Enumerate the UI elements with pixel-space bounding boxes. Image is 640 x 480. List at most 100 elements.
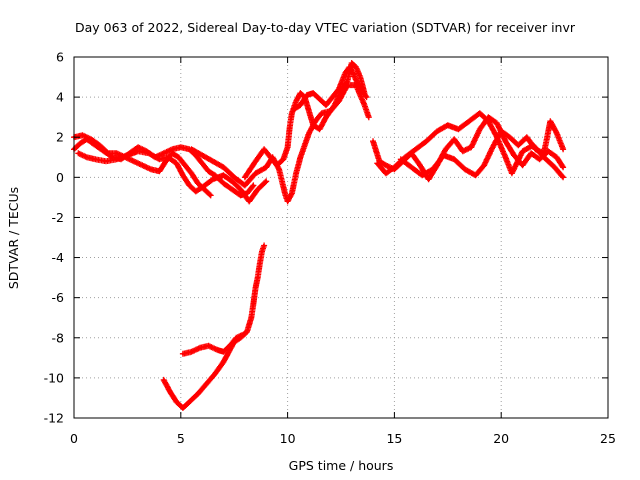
data-point <box>170 147 174 151</box>
data-point <box>211 159 215 163</box>
data-point <box>249 316 253 320</box>
data-point <box>561 166 565 169</box>
data-point <box>141 164 144 167</box>
data-point <box>474 174 477 177</box>
data-point <box>162 151 166 155</box>
data-point <box>76 151 80 155</box>
data-point <box>239 188 242 191</box>
data-point <box>243 176 247 179</box>
data-point <box>418 164 422 167</box>
data-point <box>205 382 208 386</box>
data-point <box>495 121 499 125</box>
data-point <box>183 164 187 167</box>
data-point <box>444 147 447 151</box>
data-point <box>525 135 529 139</box>
data-point <box>294 99 298 103</box>
data-point <box>504 155 507 159</box>
data-point <box>303 143 306 147</box>
data-point <box>425 139 428 143</box>
data-point <box>504 139 507 143</box>
data-point <box>252 184 255 187</box>
data-point <box>410 166 413 169</box>
data-point <box>181 406 185 410</box>
data-point <box>442 153 445 157</box>
data-point <box>510 172 514 175</box>
series-trace-c <box>75 148 270 205</box>
data-point <box>188 400 191 404</box>
data-point <box>190 147 193 151</box>
data-point <box>104 159 108 163</box>
data-point <box>311 123 315 127</box>
data-point <box>207 170 210 173</box>
data-point <box>222 350 225 354</box>
y-tick-label: 6 <box>56 50 64 65</box>
y-tick-label: -8 <box>52 330 65 345</box>
data-point <box>256 188 259 191</box>
data-point <box>561 147 565 151</box>
data-point <box>175 400 178 404</box>
x-tick-label: 0 <box>70 431 78 446</box>
data-point <box>457 127 460 131</box>
data-point <box>132 159 136 163</box>
data-point <box>89 137 93 141</box>
data-point <box>232 176 236 179</box>
data-point <box>230 180 234 183</box>
data-point <box>542 151 546 155</box>
data-point <box>277 168 281 171</box>
data-point <box>211 178 215 181</box>
data-point <box>243 184 247 187</box>
data-point <box>254 172 257 175</box>
data-point <box>158 170 161 173</box>
data-point <box>521 164 524 167</box>
data-point <box>177 155 180 159</box>
data-point <box>358 87 362 91</box>
data-point <box>254 159 257 163</box>
data-point <box>311 91 315 95</box>
chart-title: Day 063 of 2022, Sidereal Day-to-day VTE… <box>75 20 576 35</box>
data-point <box>85 155 89 159</box>
data-point <box>98 143 101 147</box>
data-point <box>307 109 311 113</box>
data-point <box>337 87 341 91</box>
data-point <box>286 145 289 149</box>
data-point <box>260 250 264 253</box>
y-tick-label: 4 <box>56 90 64 105</box>
data-point <box>252 302 255 305</box>
data-point <box>516 143 520 147</box>
data-point <box>346 79 349 83</box>
data-point <box>147 151 151 155</box>
data-point <box>262 244 266 247</box>
data-point <box>538 157 541 161</box>
data-point <box>207 344 210 348</box>
data-point <box>200 161 204 165</box>
data-point <box>222 360 225 364</box>
data-point <box>542 155 546 159</box>
data-point <box>399 157 403 161</box>
data-point <box>196 182 200 185</box>
x-tick-label: 5 <box>177 431 185 446</box>
data-point <box>555 155 559 159</box>
data-point <box>403 155 407 159</box>
data-point <box>393 166 396 169</box>
data-point <box>275 164 279 167</box>
data-point <box>348 65 351 69</box>
data-point <box>190 172 193 175</box>
data-point <box>198 346 202 350</box>
data-point <box>482 164 486 167</box>
data-point <box>299 155 302 159</box>
data-point <box>384 172 388 175</box>
data-point <box>499 129 503 133</box>
x-tick-label: 15 <box>386 431 402 446</box>
data-point <box>318 127 321 131</box>
data-point <box>546 149 550 153</box>
data-point <box>190 350 193 354</box>
data-point <box>463 168 467 171</box>
data-point <box>245 330 249 334</box>
data-point <box>222 182 225 185</box>
series-trace-k <box>179 330 248 357</box>
data-point <box>196 392 200 396</box>
data-point <box>320 111 324 115</box>
data-point <box>452 157 456 161</box>
data-point <box>305 93 309 97</box>
